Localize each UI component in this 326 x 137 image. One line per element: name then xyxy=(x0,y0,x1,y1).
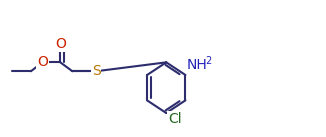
Text: 2: 2 xyxy=(206,56,212,66)
Text: Cl: Cl xyxy=(168,112,182,125)
Text: S: S xyxy=(92,64,100,78)
Text: O: O xyxy=(55,37,66,51)
Text: O: O xyxy=(37,55,48,69)
Text: NH: NH xyxy=(187,58,208,72)
